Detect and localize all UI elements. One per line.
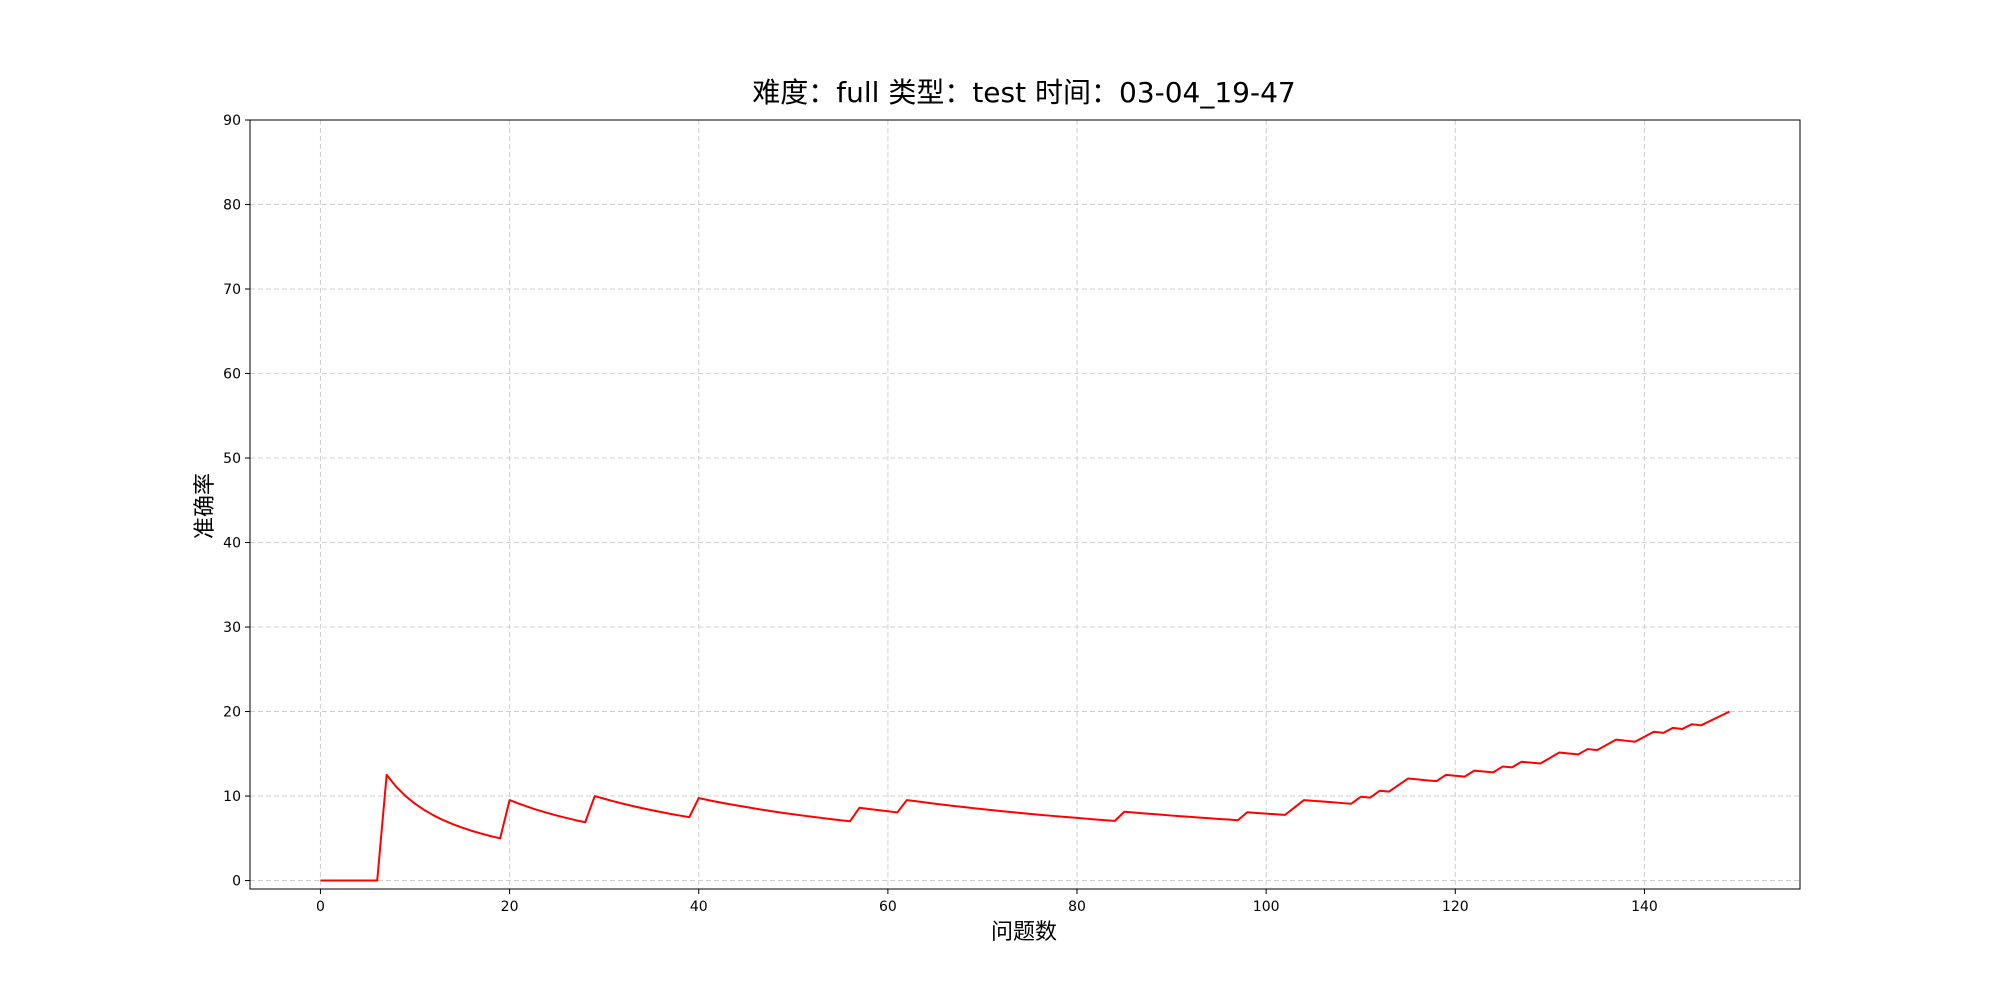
x-tick-label: 120 — [1442, 899, 1469, 915]
x-tick-label: 140 — [1631, 899, 1658, 915]
y-tick-label: 90 — [223, 113, 241, 129]
y-tick-label: 70 — [223, 282, 241, 298]
y-axis-label: 准确率 — [193, 473, 218, 539]
x-tick-label: 80 — [1068, 899, 1086, 915]
x-tick-label: 20 — [501, 899, 519, 915]
y-tick-label: 80 — [223, 198, 241, 214]
chart-title: 难度：full 类型：test 时间：03-04_19-47 — [752, 76, 1295, 109]
y-tick-label: 60 — [223, 367, 241, 383]
x-tick-label: 60 — [879, 899, 897, 915]
x-tick-label: 40 — [690, 899, 708, 915]
y-tick-label: 40 — [223, 536, 241, 552]
plot-frame — [249, 119, 1801, 890]
y-tick-label: 30 — [223, 620, 241, 636]
data-line — [320, 710, 1730, 882]
y-tick-label: 50 — [223, 451, 241, 467]
y-tick-label: 0 — [232, 874, 241, 890]
y-tick-label: 20 — [223, 705, 241, 721]
x-tick-label: 0 — [316, 899, 325, 915]
x-axis-label: 问题数 — [991, 920, 1057, 945]
x-tick-label: 100 — [1253, 899, 1280, 915]
y-tick-label: 10 — [223, 789, 241, 805]
